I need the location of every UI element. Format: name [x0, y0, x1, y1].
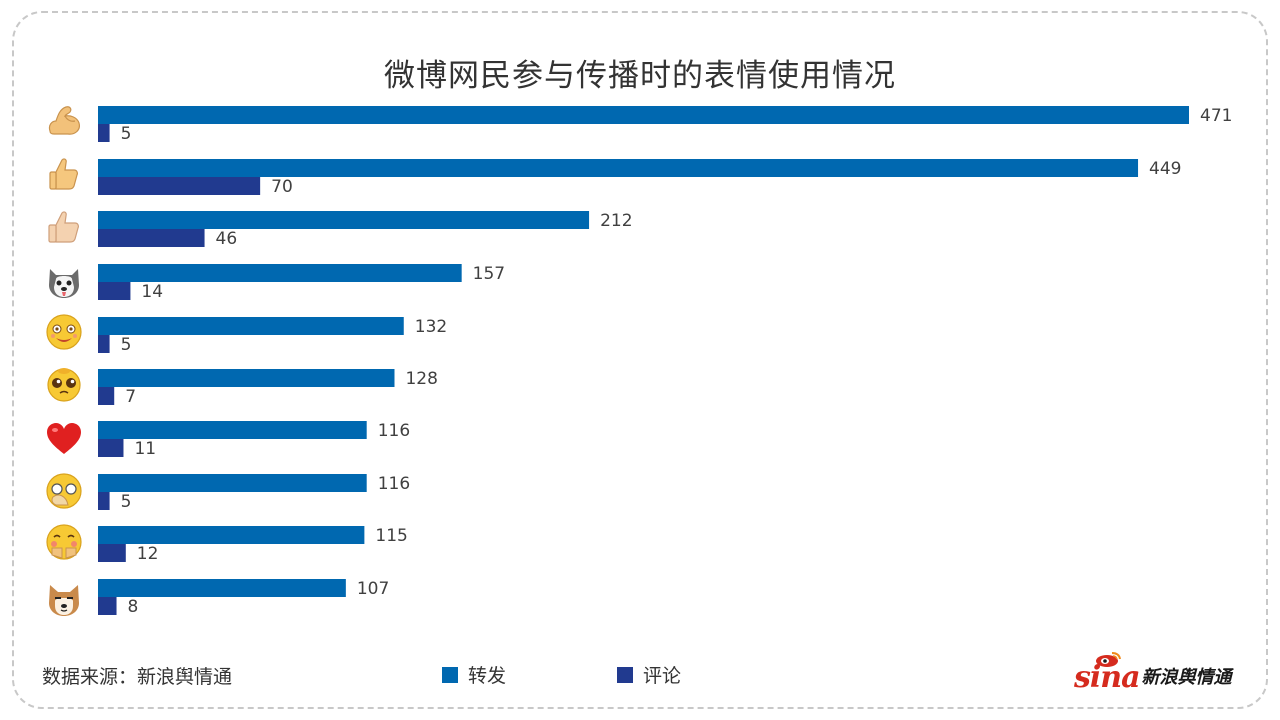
facepalm-face-icon: [44, 471, 84, 511]
bar-comment-flexed-biceps: [98, 124, 110, 142]
legend-item-forward: 转发: [442, 661, 506, 688]
value-label-comment-red-heart: 11: [134, 439, 156, 459]
value-label-forward-thumbs-up-light: 212: [600, 211, 632, 231]
thumbs-up-light-icon: [44, 207, 84, 247]
value-label-comment-thumbs-up-light: 46: [216, 229, 238, 249]
data-source-note: 数据来源：新浪舆情通: [42, 666, 233, 688]
shy-face-icon: [44, 522, 84, 562]
value-label-comment-facepalm-face: 5: [121, 492, 132, 512]
bar-forward-shy-face: [98, 526, 365, 544]
pleading-face-icon: [44, 364, 84, 404]
value-label-comment-shiba-dog: 8: [128, 597, 139, 617]
value-label-comment-shy-face: 12: [137, 544, 159, 564]
value-label-comment-pleading-face: 7: [125, 387, 136, 407]
legend-item-comment: 评论: [617, 661, 681, 688]
heart-eyes-face-icon: [44, 312, 84, 352]
value-label-forward-thumbs-up-yellow: 449: [1149, 159, 1181, 179]
logo-text: 新浪舆情通: [1141, 667, 1232, 688]
bar-comment-red-heart: [98, 439, 124, 457]
value-label-forward-shy-face: 115: [375, 526, 407, 546]
value-label-forward-heart-eyes-face: 132: [415, 317, 447, 337]
legend-label-forward: 转发: [468, 665, 507, 687]
value-label-comment-husky-dog: 14: [141, 282, 163, 302]
value-label-comment-flexed-biceps: 5: [121, 124, 132, 144]
bar-forward-red-heart: [98, 421, 367, 439]
bar-forward-thumbs-up-light: [98, 211, 590, 229]
value-label-comment-heart-eyes-face: 5: [121, 335, 132, 355]
bar-comment-heart-eyes-face: [98, 335, 110, 353]
logo-mark: sina: [1074, 652, 1141, 696]
value-label-forward-shiba-dog: 107: [357, 579, 389, 599]
bar-forward-shiba-dog: [98, 579, 346, 597]
shiba-dog-icon: [44, 579, 84, 619]
value-label-forward-pleading-face: 128: [405, 369, 437, 389]
chart-title: 微博网民参与传播时的表情使用情况: [384, 58, 896, 94]
value-label-forward-flexed-biceps: 471: [1200, 106, 1232, 126]
sina-logo: sina 新浪舆情通: [1074, 650, 1242, 696]
thumbs-up-yellow-icon: [44, 154, 84, 194]
bar-comment-pleading-face: [98, 387, 115, 405]
value-label-forward-husky-dog: 157: [473, 264, 505, 284]
husky-dog-icon: [44, 261, 84, 301]
bar-forward-husky-dog: [98, 264, 462, 282]
value-label-comment-thumbs-up-yellow: 70: [271, 177, 293, 197]
red-heart-icon: [44, 419, 84, 459]
legend-swatch-comment: [617, 666, 633, 683]
legend-swatch-forward: [442, 666, 458, 683]
value-label-forward-red-heart: 116: [378, 421, 410, 441]
bar-forward-thumbs-up-yellow: [98, 159, 1139, 177]
sina-eye-logo-icon: [1096, 652, 1121, 667]
bar-forward-pleading-face: [98, 369, 395, 387]
bar-comment-facepalm-face: [98, 492, 110, 510]
flexed-biceps-icon: [44, 101, 84, 141]
legend-label-comment: 评论: [643, 665, 682, 687]
bar-comment-husky-dog: [98, 282, 131, 300]
bar-comment-shy-face: [98, 544, 126, 562]
bar-comment-thumbs-up-light: [98, 229, 205, 247]
bar-forward-heart-eyes-face: [98, 317, 404, 335]
value-label-forward-facepalm-face: 116: [378, 474, 410, 494]
bar-forward-facepalm-face: [98, 474, 367, 492]
bar-comment-shiba-dog: [98, 597, 117, 615]
bar-comment-thumbs-up-yellow: [98, 177, 261, 195]
bar-forward-flexed-biceps: [98, 106, 1189, 124]
